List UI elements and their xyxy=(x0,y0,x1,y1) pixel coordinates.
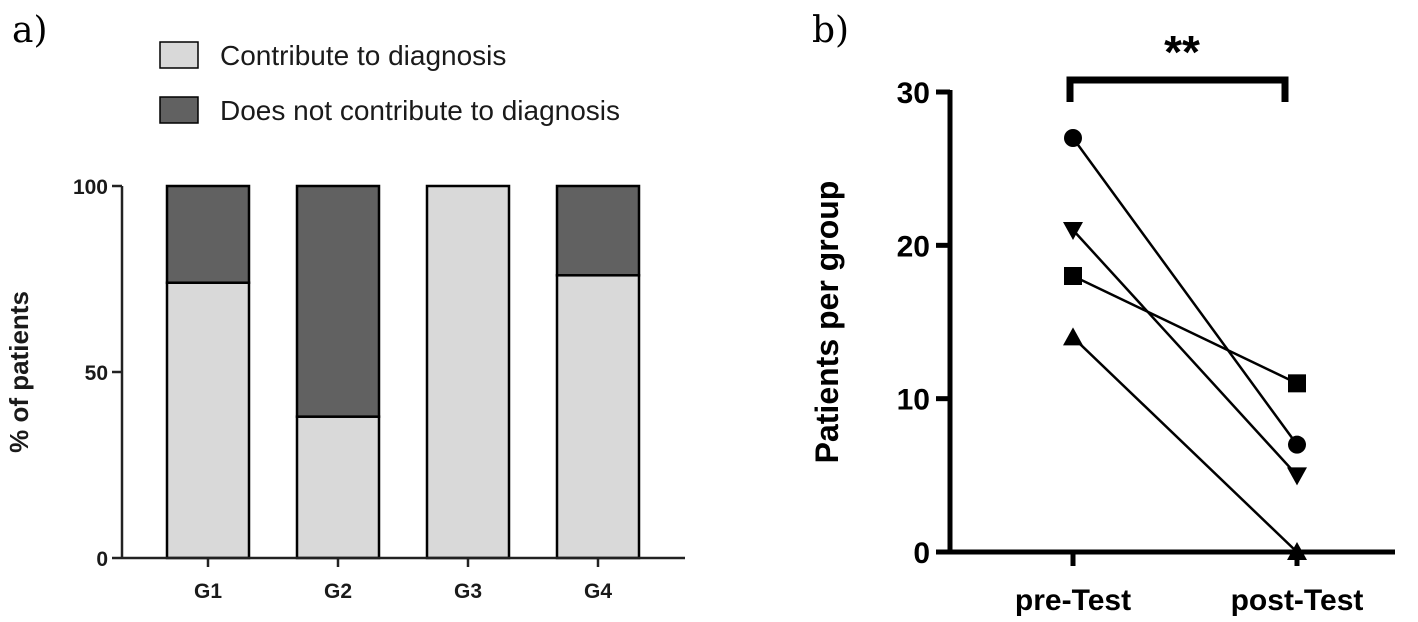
point-circle-pre-Test xyxy=(1064,129,1082,147)
point-triangle-down-post-Test xyxy=(1287,467,1307,486)
panel-b-line-chart: b) 0 10 20 30 pre-Test post-Test ** Patients … xyxy=(809,10,1395,617)
panel-b-significance: ** xyxy=(1066,26,1289,102)
bar-G4-series-1 xyxy=(555,184,641,277)
series-line-triangle-down xyxy=(1072,229,1298,477)
legend-swatch-0 xyxy=(159,41,199,69)
panel-b-label: b) xyxy=(812,10,849,51)
x-tick-label-G3: G3 xyxy=(454,580,482,603)
panel-a-axes: G1 G2 G3 G4 0 50 100 xyxy=(73,176,685,603)
y-tick-label-10: 10 xyxy=(897,384,930,417)
panel-a-y-axis-label: % of patients xyxy=(4,291,34,453)
panel-b-series xyxy=(1063,129,1307,560)
bar-G1-series-0 xyxy=(165,281,251,560)
bar-G4-series-0 xyxy=(555,274,641,560)
bar-G1-series-1 xyxy=(165,184,251,284)
bar-G2-series-0 xyxy=(295,415,381,560)
series-line-triangle-up xyxy=(1072,336,1298,553)
legend-label-1: Does not contribute to diagnosis xyxy=(220,95,620,126)
panel-b-y-axis-label: Patients per group xyxy=(809,181,845,464)
point-square-pre-Test xyxy=(1064,267,1082,285)
point-circle-post-Test xyxy=(1288,435,1306,454)
point-triangle-down-pre-Test xyxy=(1063,222,1083,240)
panel-a-label: a) xyxy=(12,10,48,51)
panel-b-axes: 0 10 20 30 pre-Test post-Test xyxy=(897,77,1395,617)
significance-label: ** xyxy=(1164,26,1200,78)
point-triangle-up-pre-Test xyxy=(1063,327,1083,346)
y-tick-label-30: 30 xyxy=(897,77,930,110)
point-square-post-Test xyxy=(1288,374,1306,393)
y-tick-label-0: 0 xyxy=(913,537,930,570)
x-tick-label-G2: G2 xyxy=(324,580,352,603)
significance-bracket xyxy=(1066,76,1289,102)
bar-G3-series-0 xyxy=(425,184,511,560)
x-tick-label-post-Test: post-Test xyxy=(1231,584,1364,617)
y-tick-label-20: 20 xyxy=(897,230,930,263)
x-tick-label-G1: G1 xyxy=(194,580,222,603)
point-triangle-up-post-Test xyxy=(1287,542,1307,560)
legend-swatch-1 xyxy=(159,96,199,124)
bar-G2-series-1 xyxy=(295,184,381,418)
series-line-square xyxy=(1072,274,1298,385)
x-tick-label-pre-Test: pre-Test xyxy=(1015,584,1131,617)
legend-label-0: Contribute to diagnosis xyxy=(220,40,506,71)
x-tick-label-G4: G4 xyxy=(584,580,612,603)
y-tick-label-50: 50 xyxy=(85,362,108,385)
panel-a-bars xyxy=(165,184,641,560)
series-line-circle xyxy=(1071,137,1299,446)
y-tick-label-100: 100 xyxy=(73,176,108,199)
panel-a-stacked-bar-chart: a) Contribute to diagnosis Does not contr… xyxy=(4,10,685,603)
panel-a-legend: Contribute to diagnosis Does not contribu… xyxy=(159,40,620,126)
y-tick-label-0: 0 xyxy=(96,548,108,571)
